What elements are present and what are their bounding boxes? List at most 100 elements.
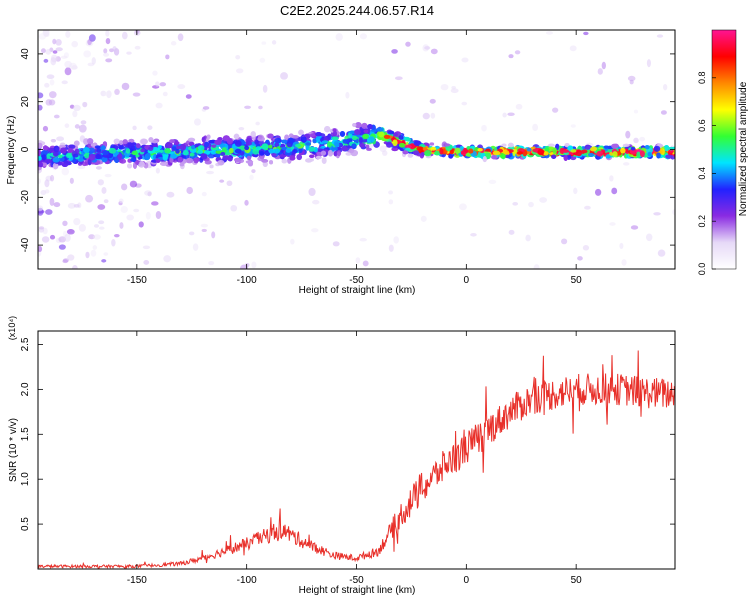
spectrogram-cell — [261, 41, 267, 45]
spectrogram-cell — [93, 234, 101, 240]
spectrogram-cell — [361, 122, 368, 130]
spectrogram-cell — [210, 149, 217, 155]
spectrogram-cell — [167, 142, 173, 149]
spectrogram-cell — [128, 138, 135, 144]
spectrogram-cell — [62, 259, 69, 264]
spectrogram-cell — [155, 81, 160, 87]
x-tick-label: -150 — [127, 575, 147, 586]
spectrogram-cell — [61, 167, 70, 176]
spectrogram-cell — [217, 159, 225, 166]
spectrogram-cell — [609, 175, 614, 182]
y-tick-label: 0 — [20, 146, 31, 152]
spectrogram-cell — [502, 112, 507, 118]
spectrogram-cell — [137, 160, 146, 168]
y-tick-label: -40 — [20, 237, 31, 252]
spectrogram-cell — [672, 209, 675, 216]
spectrogram-cell — [112, 46, 117, 52]
spectrogram-cell — [146, 152, 151, 158]
spectrogram-cell — [238, 145, 247, 151]
snr-x-label: Height of straight line (km) — [299, 585, 416, 596]
spectrogram-cell — [443, 143, 451, 147]
spectrogram-cell — [332, 241, 340, 247]
spectrogram-cell — [52, 50, 58, 54]
spectrogram-cell — [101, 145, 106, 151]
spectrogram-cell — [102, 150, 109, 156]
spectrogram-cell — [50, 138, 57, 143]
spectrogram-cell — [491, 154, 498, 160]
spectrogram-cell — [53, 202, 61, 208]
spectrogram-cell — [185, 94, 192, 99]
spectrogram-cell — [378, 131, 385, 138]
spectrogram-cell — [58, 154, 63, 159]
spectrogram-cell — [125, 148, 131, 154]
spectrogram-cell — [143, 259, 150, 265]
spectrogram-cell — [129, 180, 138, 188]
spectrogram-cell — [67, 254, 75, 261]
spectrogram-cell — [308, 187, 316, 197]
spectrogram-cell — [101, 187, 107, 194]
spectrogram-cell — [309, 133, 316, 137]
spectrogram-cell — [170, 153, 178, 159]
spectrogram-cell — [653, 212, 661, 216]
x-tick-label: -150 — [127, 275, 147, 286]
spectrogram-cell — [388, 244, 394, 252]
spectrogram-cell — [391, 147, 399, 152]
snr-background — [38, 331, 675, 569]
spectrogram-cell — [596, 150, 604, 157]
spectrogram-cell — [454, 147, 461, 154]
spectrogram-cell — [404, 144, 412, 149]
spectrogram-cell — [206, 134, 211, 140]
spectrogram-cell — [72, 153, 79, 158]
spectrogram-cell — [398, 135, 404, 140]
spectrogram-cell — [244, 145, 250, 151]
spectrogram-cell — [147, 191, 152, 197]
spectrogram-cell — [261, 143, 269, 150]
spectrogram-cell — [158, 149, 164, 154]
x-tick-label: 50 — [571, 275, 583, 286]
spectrogram-cell — [185, 157, 194, 164]
spectrogram-cell — [38, 205, 44, 212]
spectrogram-cell — [597, 68, 603, 75]
spectrogram-cell — [65, 152, 73, 159]
spectrogram-cell — [261, 159, 269, 163]
spectrogram-cell — [118, 198, 124, 204]
spectrogram-cell — [603, 145, 610, 149]
spectrogram-cell — [126, 214, 134, 221]
spectrogram-cell — [422, 146, 428, 151]
spectrogram-cell — [501, 143, 507, 147]
spectrogram-cell — [662, 83, 668, 91]
spectrogram-cell — [45, 209, 53, 215]
spectrogram-cell — [477, 147, 483, 152]
spectrogram-cell — [94, 145, 101, 149]
spectrogram-cell — [190, 144, 196, 150]
spectrogram-cell — [383, 134, 391, 139]
spectrogram-cell — [234, 140, 242, 147]
spectrogram-cell — [612, 151, 618, 158]
spectrogram-cell — [281, 158, 288, 164]
spectrogram-cell — [300, 136, 307, 143]
spectrogram-cell — [392, 132, 398, 137]
spectrogram-cell — [120, 206, 128, 213]
spectrogram-cell — [315, 155, 322, 160]
spectrogram-cell — [320, 150, 327, 156]
spectrogram-cell — [118, 145, 126, 150]
spectrogram-cell — [56, 136, 65, 142]
spectrogram-cell — [177, 84, 186, 90]
spectrogram-cell — [175, 145, 182, 150]
spectrogram-cell — [272, 148, 281, 154]
spectrogram-cell — [552, 147, 557, 155]
spectrogram-cell — [251, 261, 257, 269]
spectrogram-cell — [155, 211, 162, 220]
spectrogram-cell — [174, 141, 180, 145]
spectrogram-cell — [38, 142, 43, 149]
spectrogram-cell — [312, 199, 320, 205]
spectrogram-cell — [58, 244, 66, 250]
spectrogram-cell — [44, 179, 50, 188]
spectrogram-cell — [387, 130, 395, 135]
colorbar-frame — [711, 29, 737, 270]
spectrogram-cell — [82, 101, 88, 108]
spectrogram-cell — [121, 183, 128, 191]
spectrogram-cell — [62, 220, 68, 227]
snr-x-ticks: -150 -100 -50 0 50 — [127, 331, 582, 586]
spectrogram-cell — [138, 221, 144, 228]
